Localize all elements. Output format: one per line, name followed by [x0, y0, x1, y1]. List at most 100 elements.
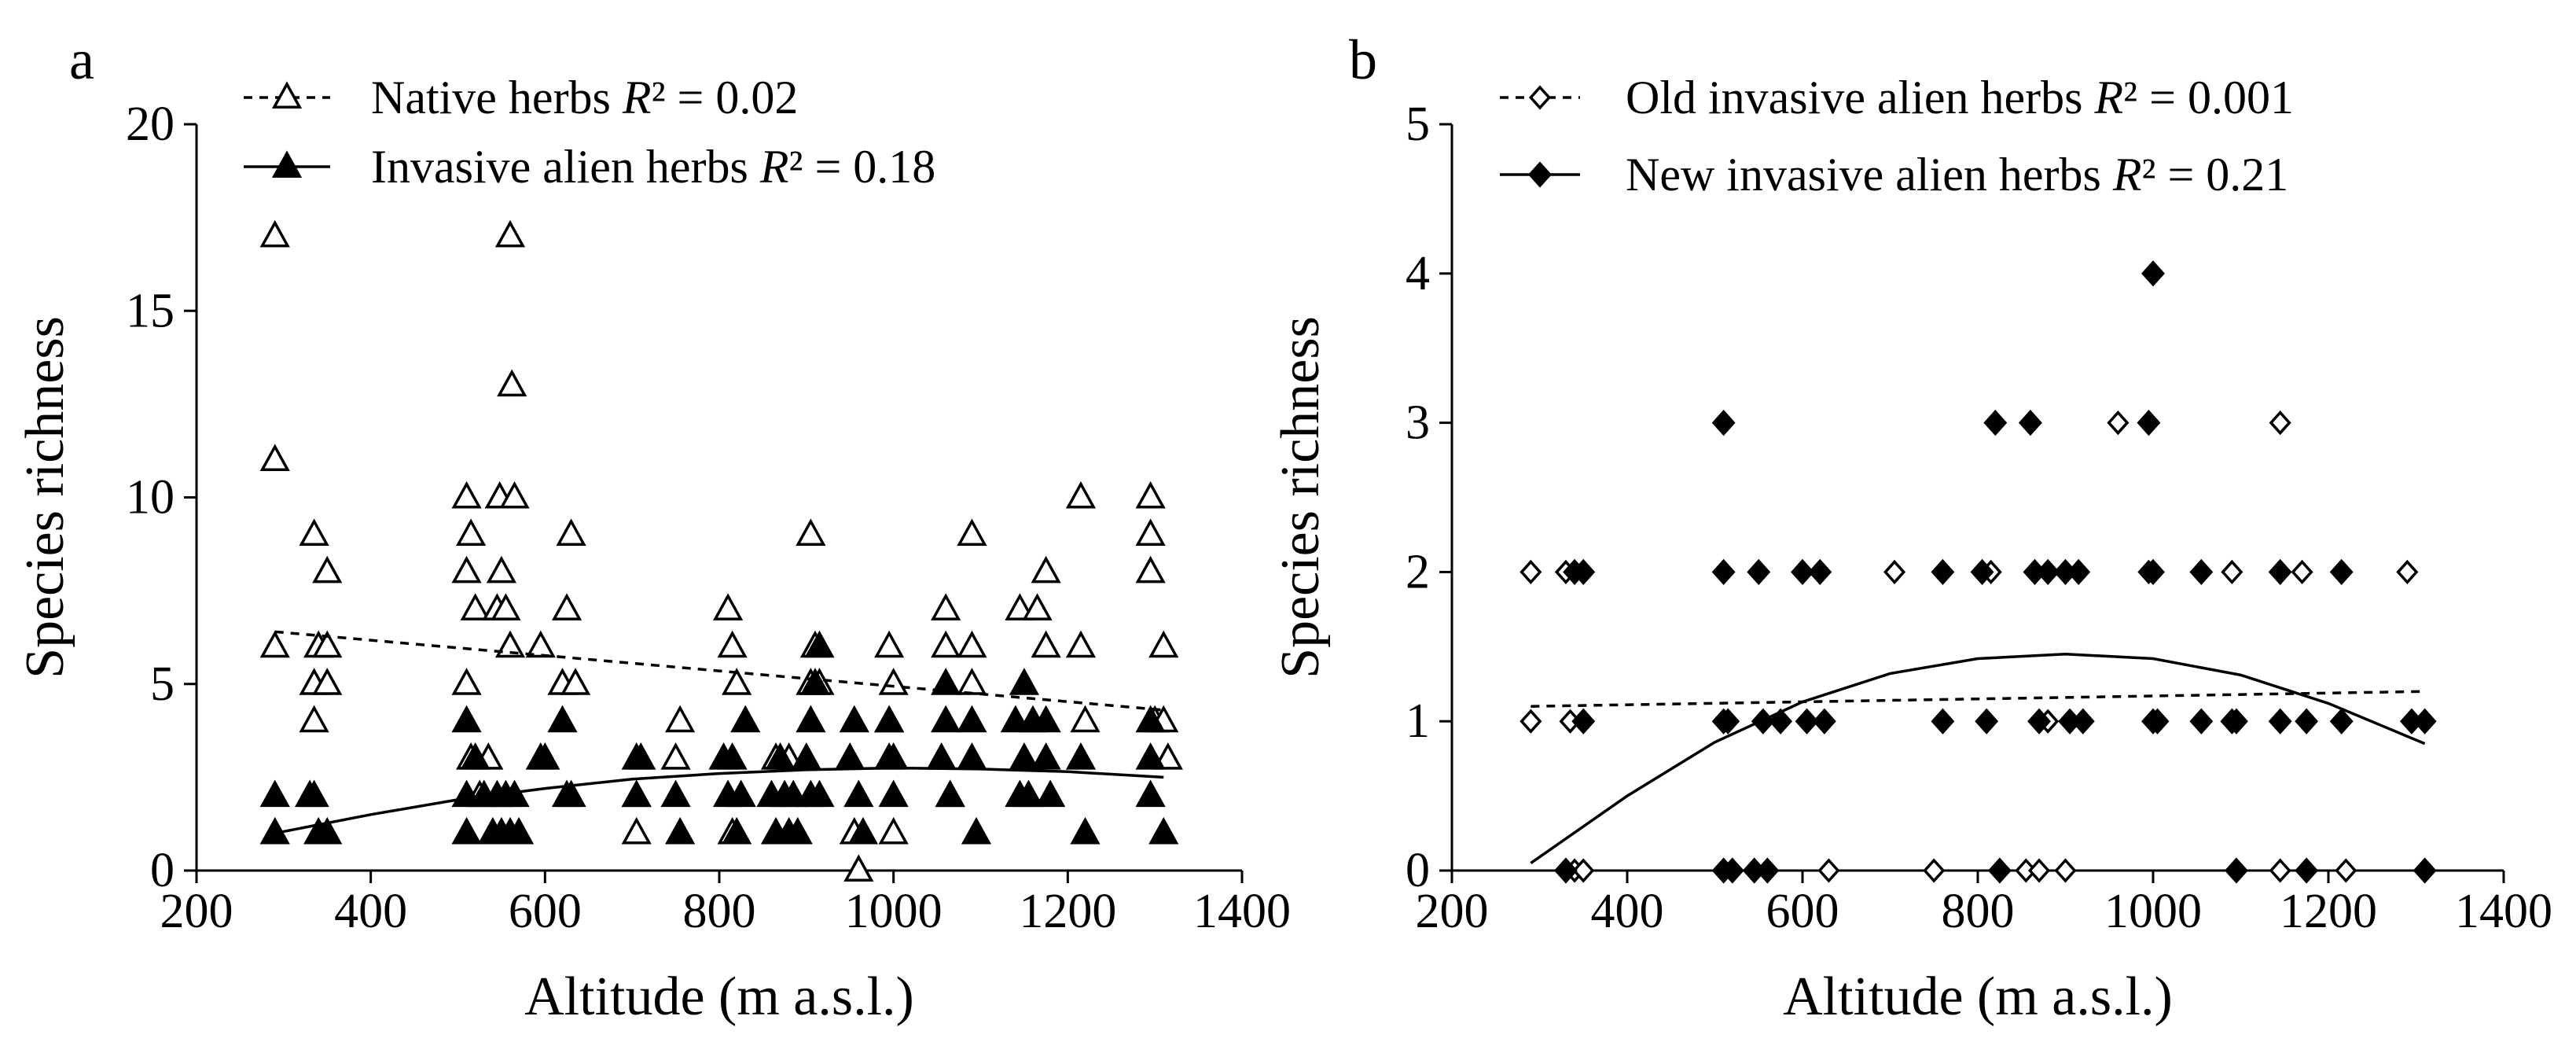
data-point — [497, 369, 527, 397]
data-point — [494, 630, 526, 658]
x-tick-label: 1200 — [1019, 885, 1116, 938]
data-point — [551, 593, 582, 620]
data-point — [1070, 816, 1101, 845]
data-point — [660, 742, 691, 770]
data-point — [730, 705, 761, 733]
data-point — [957, 630, 987, 658]
data-point — [2071, 708, 2095, 735]
y-tick-label: 10 — [126, 471, 175, 525]
data-point — [660, 779, 691, 808]
legend-entry: Old invasive alien herbs R² = 0.001 — [1500, 72, 2294, 123]
data-point — [1572, 858, 1595, 883]
data-point — [556, 779, 586, 808]
data-point — [2036, 558, 2060, 586]
y-tick-label: 4 — [1406, 247, 1430, 300]
data-point — [1013, 779, 1044, 808]
data-point — [717, 742, 748, 770]
data-point — [2067, 558, 2091, 586]
data-point — [1070, 705, 1101, 733]
y-tick-label: 3 — [1406, 396, 1430, 450]
data-point — [878, 816, 909, 845]
y-tick-label: 5 — [150, 657, 175, 711]
data-point — [712, 593, 744, 620]
data-point — [957, 742, 987, 770]
x-tick-label: 800 — [683, 885, 756, 938]
data-point — [499, 480, 530, 509]
data-point — [560, 668, 591, 695]
data-point — [460, 593, 491, 620]
x-tick-label: 400 — [1591, 885, 1664, 938]
panel-b: b 200 400 600 800 1000 1200 1400 0 1 2 3 4 5 Altitude … — [1270, 28, 2552, 1027]
data-point — [1135, 779, 1166, 808]
x-tick-label: 400 — [334, 885, 407, 938]
series-filled-diamond — [1530, 260, 2437, 884]
y-tick-label: 20 — [126, 98, 175, 151]
legend-label: Invasive alien herbs R² = 0.18 — [371, 141, 935, 193]
legend-r2-value: ² = 0.18 — [788, 141, 935, 193]
y-tick-label: 5 — [1406, 98, 1430, 151]
data-point — [931, 668, 961, 695]
legend-series-name: Old invasive alien herbs — [1626, 72, 2095, 123]
data-point — [1812, 708, 1836, 735]
data-point — [1716, 708, 1740, 735]
legend-r2-symbol: R — [2112, 149, 2142, 201]
data-point — [957, 668, 987, 695]
data-point — [312, 816, 343, 845]
data-point — [530, 742, 560, 770]
data-point — [1031, 555, 1061, 584]
data-point — [259, 219, 290, 248]
data-point — [839, 705, 869, 733]
data-point — [782, 816, 813, 845]
data-point — [1035, 779, 1066, 808]
data-point — [874, 630, 905, 658]
legend-entry: New invasive alien herbs R² = 0.21 — [1500, 149, 2288, 201]
legend-series-name: Native herbs — [371, 72, 623, 123]
data-point — [726, 779, 756, 808]
data-point — [665, 816, 696, 845]
x-tick-label: 1400 — [2455, 885, 2552, 938]
data-point — [1135, 518, 1166, 546]
data-point — [494, 219, 526, 248]
data-point — [874, 705, 905, 733]
x-axis-title: Altitude (m a.s.l.) — [1783, 966, 2173, 1027]
trend-line — [1530, 653, 2426, 864]
legend-r2-value: ² = 0.001 — [2123, 72, 2294, 123]
data-point — [259, 630, 290, 658]
data-point — [451, 555, 482, 584]
legend-marker — [271, 81, 303, 109]
data-point — [2268, 558, 2292, 586]
data-point — [717, 630, 748, 658]
y-axis-title: Species richness — [1270, 316, 1331, 679]
trend-line — [274, 766, 1164, 835]
data-point — [2335, 858, 2357, 883]
data-point — [1769, 708, 1793, 735]
legend-marker — [1528, 85, 1552, 110]
data-point — [2189, 558, 2214, 586]
x-tick-label: 1200 — [2280, 885, 2377, 938]
data-point — [1720, 857, 1744, 884]
data-point — [2329, 558, 2354, 586]
data-point — [1031, 742, 1061, 770]
data-point — [1755, 857, 1780, 884]
x-tick-label: 1000 — [2104, 885, 2202, 938]
data-point — [2412, 708, 2437, 735]
data-point — [451, 705, 482, 733]
x-tick-label: 200 — [1416, 885, 1489, 938]
data-point — [1009, 742, 1040, 770]
data-point — [722, 668, 752, 695]
y-axis-title: Species richness — [15, 316, 75, 679]
data-point — [2054, 858, 2077, 883]
data-point — [1135, 742, 1166, 770]
legend-entry: Invasive alien herbs R² = 0.18 — [244, 141, 935, 193]
data-point — [626, 742, 656, 770]
x-tick-label: 600 — [1766, 885, 1839, 938]
panel-label: a — [69, 28, 94, 91]
data-point — [312, 668, 343, 695]
legend-entry: Native herbs R² = 0.02 — [244, 72, 798, 123]
data-point — [259, 444, 290, 472]
data-point — [878, 779, 909, 808]
data-point — [1817, 858, 1840, 883]
data-point — [451, 480, 482, 509]
data-point — [2291, 559, 2313, 585]
data-point — [525, 630, 556, 658]
